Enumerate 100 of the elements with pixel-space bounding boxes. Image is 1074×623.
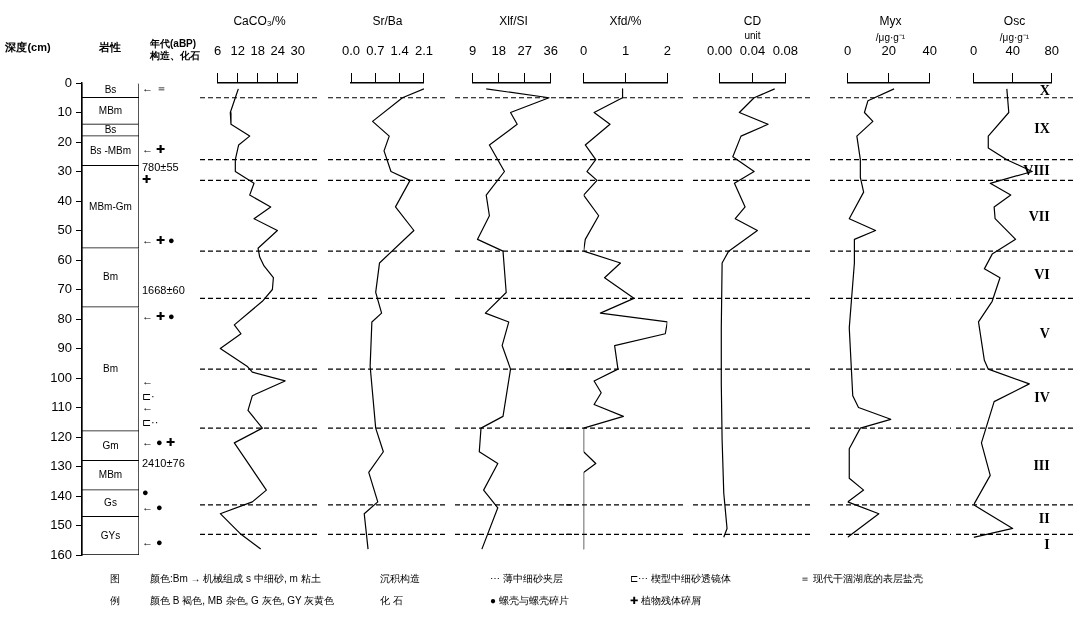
series-label: Bm — [103, 362, 118, 374]
chart-title: 岩性 — [99, 40, 121, 55]
chart-subtitle: unit — [744, 30, 761, 41]
series-label: GYs — [100, 529, 121, 541]
y-tick-label: 100 — [50, 369, 72, 385]
text: ⋯ 薄中细砂夹层 — [490, 572, 564, 586]
series-label: Gs — [104, 497, 117, 509]
y-tick-label: 0 — [64, 74, 72, 90]
chart-title: CD — [743, 14, 762, 28]
text: ⊏⋯ 楔型中细砂透镜体 — [630, 572, 732, 586]
annotation: IX — [1034, 120, 1050, 136]
x-tick-label: 1 — [621, 42, 630, 58]
text: ← ✚ — [142, 142, 166, 156]
chart-title: Xfd/% — [609, 14, 642, 28]
text: ✚ 植物残体碎屑 — [630, 594, 702, 608]
annotation: VII — [1028, 208, 1050, 224]
x-tick-label: 18 — [491, 42, 506, 58]
y-tick-label: 70 — [57, 281, 72, 297]
y-tick-label: 30 — [57, 163, 72, 179]
chart-title: Osc — [1003, 14, 1026, 28]
chart-title: Sr/Ba — [372, 14, 403, 28]
x-tick-label: 0 — [844, 42, 852, 58]
text: ● — [142, 486, 149, 498]
y-tick-label: 140 — [50, 487, 72, 503]
text: ← ● — [142, 501, 163, 513]
series-label: MBm — [98, 469, 123, 481]
text: ← — [142, 401, 153, 413]
x-tick-label: 1.4 — [390, 42, 409, 58]
text: 2410±76 — [142, 457, 185, 469]
text: ← ✚ ● — [142, 233, 175, 247]
text: 780±55 — [142, 161, 179, 173]
text: 图 — [110, 572, 121, 586]
text: ← ✚ ● — [142, 309, 175, 323]
text: 化 石 — [380, 594, 404, 608]
x-tick-label: 2.1 — [414, 42, 433, 58]
text: ＝ 现代干涸湖底的表层盐壳 — [800, 572, 924, 586]
text: 颜色:Bm → 机械组成 s 中细砂, m 粘土 — [150, 572, 322, 586]
annotation: V — [1039, 325, 1050, 341]
y-tick-label: 130 — [50, 458, 72, 474]
y-tick-label: 50 — [57, 222, 72, 238]
x-tick-label: 20 — [881, 42, 896, 58]
x-tick-label: 30 — [290, 42, 305, 58]
series-label: MBm — [98, 104, 123, 116]
annotation: III — [1033, 457, 1050, 473]
x-tick-label: 0.0 — [342, 42, 361, 58]
x-tick-label: 0 — [970, 42, 978, 58]
annotation: I — [1044, 536, 1050, 552]
x-tick-label: 12 — [230, 42, 245, 58]
series-label: Bs — [104, 84, 117, 96]
text: ← ● — [142, 536, 163, 548]
x-tick-label: 80 — [1044, 42, 1059, 58]
text: ← ● ✚ — [142, 435, 175, 449]
text: ← — [142, 375, 153, 387]
annotation: II — [1038, 510, 1050, 526]
x-tick-label: 0.7 — [366, 42, 385, 58]
x-tick-label: 0 — [580, 42, 588, 58]
x-tick-label: 0.04 — [739, 42, 766, 58]
chart-title: CaCO₃/% — [233, 14, 286, 28]
text: ⊏· — [142, 389, 155, 403]
text: 构造、化石 — [150, 50, 200, 63]
y-tick-label: 20 — [57, 133, 72, 149]
annotation: VI — [1034, 266, 1050, 282]
series-label: Bs — [104, 123, 117, 135]
annotation: IV — [1034, 389, 1050, 405]
text: ✚ — [142, 172, 151, 186]
series-label: MBm-Gm — [89, 200, 132, 212]
text: 例 — [110, 594, 121, 608]
text: ← ＝ — [142, 80, 168, 96]
x-tick-label: 9 — [469, 42, 477, 58]
text: 1668±60 — [142, 284, 185, 296]
x-tick-label: 40 — [922, 42, 937, 58]
x-tick-label: 0.00 — [706, 42, 733, 58]
y-tick-label: 110 — [51, 399, 72, 415]
x-tick-label: 18 — [250, 42, 265, 58]
text: 年代(aBP) — [150, 37, 197, 51]
x-tick-label: 27 — [517, 42, 532, 58]
series-label: Bm — [103, 271, 118, 283]
text: 沉积构造 — [380, 572, 421, 586]
y-axis-title: 深度(cm) — [5, 40, 51, 55]
text: ⊏·· — [142, 415, 159, 429]
x-tick-label: 6 — [214, 42, 222, 58]
x-tick-label: 40 — [1005, 42, 1020, 58]
x-tick-label: 24 — [270, 42, 285, 58]
y-tick-label: 80 — [57, 310, 72, 326]
chart-subtitle: /μg·g⁻¹ — [875, 31, 906, 44]
y-tick-label: 160 — [50, 546, 72, 562]
series-label: Gm — [102, 439, 119, 451]
y-tick-label: 60 — [57, 251, 72, 267]
y-tick-label: 150 — [50, 517, 72, 533]
text: 颜色 B 褐色, MB 杂色, G 灰色, GY 灰黄色 — [150, 594, 336, 608]
x-tick-label: 0.08 — [772, 42, 799, 58]
y-tick-label: 40 — [57, 192, 72, 208]
y-tick-label: 90 — [57, 340, 72, 356]
x-tick-label: 2 — [663, 42, 671, 58]
text: ● 螺壳与螺壳碎片 — [490, 594, 570, 608]
annotation: X — [1039, 82, 1050, 98]
chart-subtitle: /μg·g⁻¹ — [999, 31, 1030, 44]
series-label: Bs -MBm — [89, 144, 132, 156]
y-tick-label: 10 — [57, 104, 72, 120]
chart-title: Xlf/SI — [499, 14, 528, 28]
